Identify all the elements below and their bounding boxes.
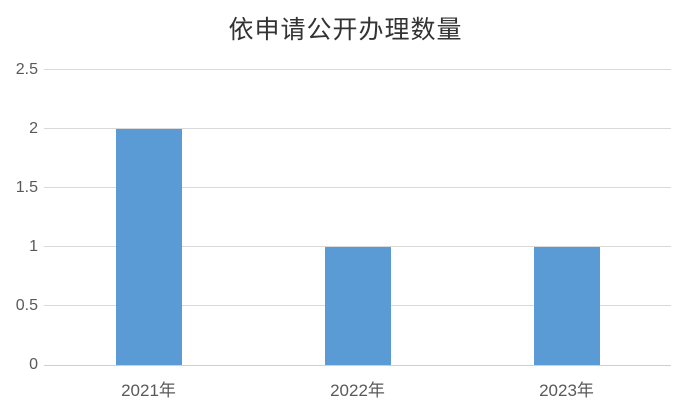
y-axis-tick-label: 0 xyxy=(29,356,38,373)
x-axis-tick-label: 2022年 xyxy=(330,381,385,400)
plot-area xyxy=(44,69,671,366)
y-axis-tick-label: 0.5 xyxy=(15,297,38,314)
y-axis-tick-label: 2 xyxy=(29,120,38,137)
bar-2021年 xyxy=(115,129,182,365)
x-axis-tick-label: 2021年 xyxy=(121,381,176,400)
bar-2023年 xyxy=(533,247,600,365)
chart-title: 依申请公开办理数量 xyxy=(228,15,463,44)
gridline xyxy=(44,246,671,247)
x-axis-tick-label: 2023年 xyxy=(539,381,594,400)
y-axis-tick-label: 2.5 xyxy=(15,61,38,78)
gridline xyxy=(44,128,671,129)
y-axis-tick-label: 1 xyxy=(29,238,38,255)
y-axis-tick-label: 1.5 xyxy=(15,179,38,196)
gridline xyxy=(44,187,671,188)
bar-2022年 xyxy=(324,247,391,365)
gridline xyxy=(44,69,671,70)
x-axis-line xyxy=(44,365,671,366)
